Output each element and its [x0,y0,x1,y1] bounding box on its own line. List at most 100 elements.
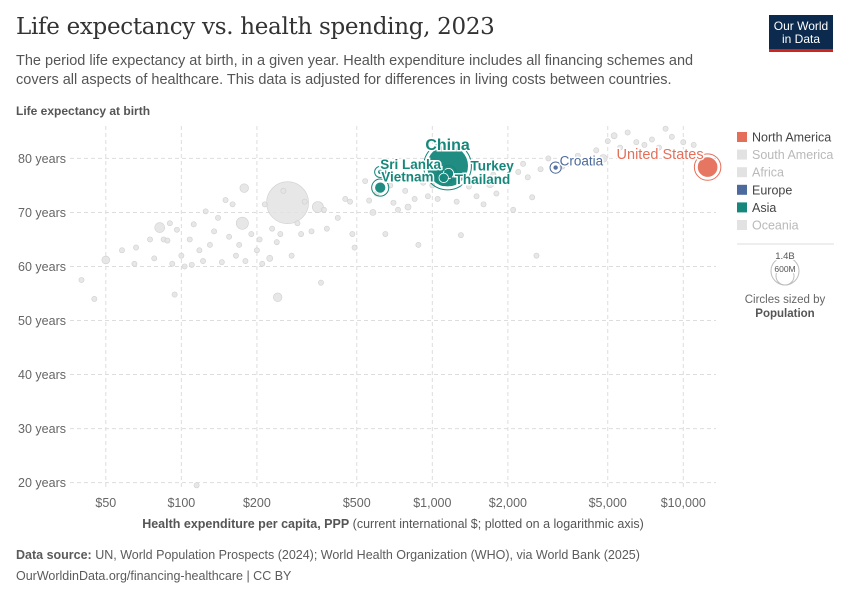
data-point [680,139,687,146]
size-legend-variable: Population [755,308,814,320]
label-turkey: Turkey [470,159,514,174]
data-point [633,139,640,146]
data-point [242,258,249,264]
point-halo-sri-lanka [374,165,387,179]
size-legend-caption: Circles sized by [745,294,826,306]
data-point [190,221,197,228]
data-point [166,220,173,227]
data-point [434,196,441,202]
data-point [641,142,648,148]
legend-swatch-africa [737,167,747,178]
data-point [480,201,487,208]
data-point [349,231,356,237]
data-point [277,231,284,237]
data-point [188,261,195,268]
data-point [411,196,418,202]
data-point [395,206,401,213]
x-tick-label: $10,000 [661,496,706,510]
x-tick-label: $5,000 [589,496,627,510]
y-tick-label: 30 years [18,422,66,436]
x-axis-title-bold: Health expenditure per capita, PPP [142,517,349,531]
y-tick-label: 60 years [18,260,66,274]
legend-entry-oceania: Oceania [752,219,799,233]
point-halo-croatia [549,161,562,174]
y-tick-label: 80 years [18,152,66,166]
point-halo-vietnam [371,178,390,197]
data-point [382,231,389,237]
data-point [520,160,527,167]
data-point [649,136,655,143]
data-point [321,206,327,213]
data-point [656,144,662,151]
data-point [215,214,221,221]
x-axis-title: Health expenditure per capita, PPP (curr… [142,517,644,531]
y-tick-label: 20 years [18,476,66,490]
highlighted-points [371,141,722,197]
size-legend-large-label: 1.4B [775,251,795,262]
data-point [207,241,213,248]
point-labels: China United States Croatia Sri LankaVietna… [379,135,705,188]
label-china: China [425,137,470,154]
data-point [236,241,243,248]
size-legend: 1.4B 600M Circles sized by Population [745,250,826,320]
logo-line-1: Our World [773,19,829,33]
data-point [239,183,249,193]
data-point [171,291,178,298]
y-tick-label: 50 years [18,314,66,328]
x-tick-label: $200 [243,496,271,510]
data-point [233,252,239,259]
data-point [662,125,669,132]
data-point [91,295,98,302]
data-point [218,259,225,266]
data-point [151,255,158,262]
data-point [390,199,397,206]
data-point [458,232,464,239]
data-point [453,198,460,205]
data-point [248,231,255,237]
size-legend-small-circle [775,266,795,286]
y-tick-label: 40 years [18,368,66,382]
point-united-states [696,156,719,178]
data-point [273,239,280,246]
legend-entry-north-america: North America [752,131,831,145]
data-point [599,154,608,163]
label-croatia: Croatia [560,154,604,169]
data-point [504,177,511,183]
label-thailand: Thailand [455,172,511,187]
data-point [490,171,497,178]
data-point [515,169,522,175]
data-point [193,482,200,489]
data-point [308,228,315,235]
owid-logo[interactable]: Our World in Data [769,15,833,52]
axes: Life expectancy at birth 20 years 30 years… [16,104,706,531]
data-point [604,138,611,145]
background-points [78,125,697,489]
data-point [415,241,422,248]
footer-source: Data source: UN, World Population Prospe… [16,548,640,562]
x-axis-title-rest: (current international $; plotted on a l… [349,517,644,531]
data-point [610,132,618,140]
data-point [78,277,85,283]
data-point [174,226,180,233]
data-point [200,258,206,264]
chart-subtitle: The period life expectancy at birth, in … [16,53,694,88]
legend-entry-asia: Asia [752,201,776,215]
label-sri-lanka: Sri Lanka [380,157,441,172]
legend-entry-europe: Europe [752,183,792,197]
legend-entry-south-america: South America [752,148,833,162]
data-point [323,225,330,232]
x-tick-label: $100 [167,496,195,510]
data-point [266,255,274,262]
data-point [533,252,540,259]
data-point [593,147,600,154]
data-point [318,279,324,286]
legend-swatch-south-america [737,149,747,160]
data-point [493,190,500,197]
data-point [211,228,217,235]
data-point [202,208,209,215]
footer-url-license[interactable]: OurWorldinData.org/financing-healthcare … [16,569,292,583]
data-point [466,183,472,190]
data-point [196,247,203,254]
data-point [178,252,185,259]
data-point [229,201,236,208]
